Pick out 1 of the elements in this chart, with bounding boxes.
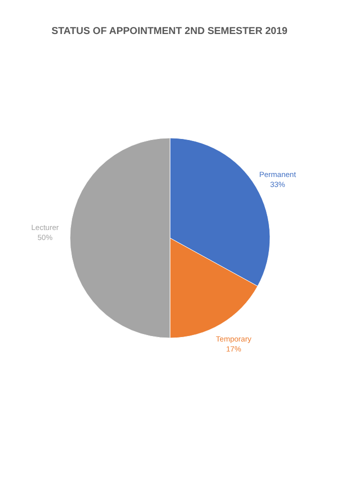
chart-title: STATUS OF APPOINTMENT 2ND SEMESTER 2019 [52, 26, 288, 37]
